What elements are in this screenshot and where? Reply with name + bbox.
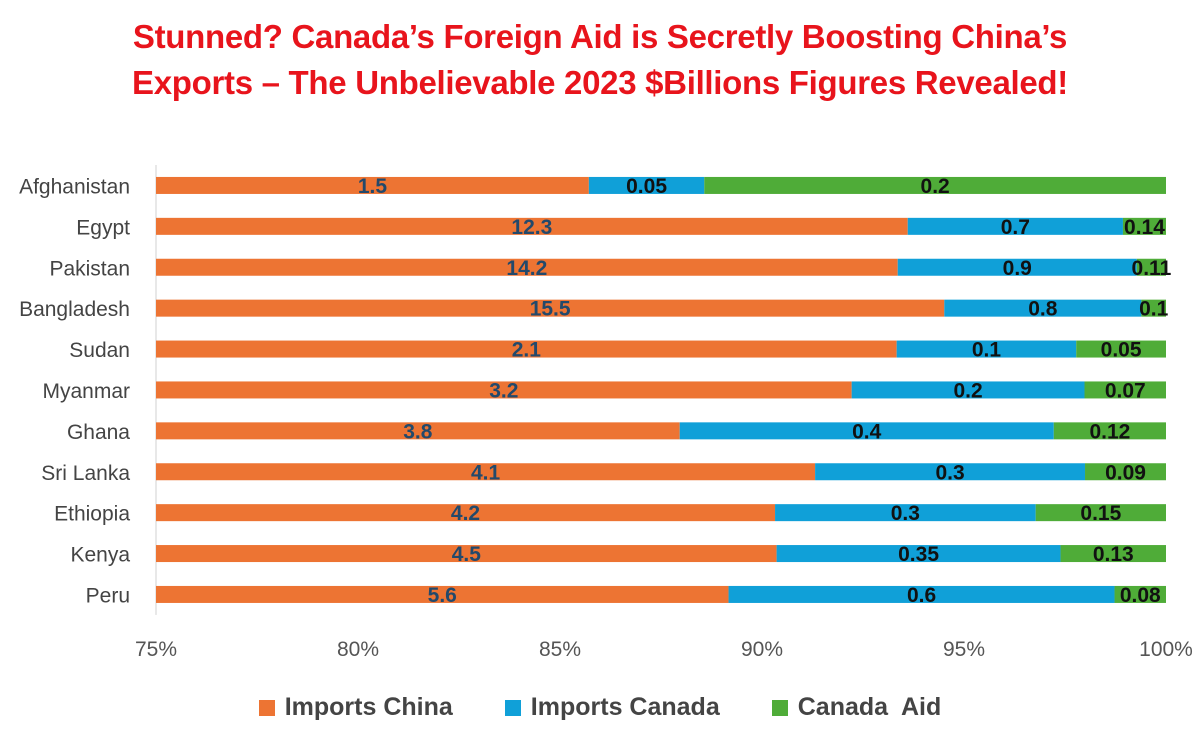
data-label: 0.12 [1089, 420, 1130, 443]
legend-swatch-canada [504, 699, 521, 716]
bar-segment [896, 340, 1077, 358]
bar-segment [1076, 340, 1166, 358]
chart-title-line-2: Exports – The Unbelievable 2023 $Billion… [132, 64, 1068, 101]
chart-title: Stunned? Canada’s Foreign Aid is Secretl… [0, 14, 1200, 106]
x-tick-label: 90% [741, 638, 783, 661]
data-label: 0.14 [1124, 216, 1165, 239]
x-tick-label: 100% [1139, 638, 1193, 661]
data-label: 0.8 [1028, 298, 1058, 321]
bar-segment [156, 504, 776, 522]
category-label: Bangladesh [19, 298, 130, 321]
legend-swatch-china [258, 699, 275, 716]
data-label: 0.3 [935, 461, 964, 484]
bar-segment [815, 463, 1086, 481]
data-label: 4.1 [471, 461, 501, 484]
bar-segment [1085, 463, 1166, 481]
data-label: 2.1 [512, 339, 542, 362]
chart-title-line-1: Stunned? Canada’s Foreign Aid is Secretl… [132, 18, 1068, 55]
bar-segment [156, 463, 816, 481]
bar-segment [156, 381, 852, 399]
bar-segment [728, 585, 1115, 603]
data-label: 14.2 [506, 257, 547, 280]
bar-segment [156, 585, 729, 603]
legend-item-imports-china[interactable]: Imports China [258, 693, 453, 722]
bar-segment [1114, 585, 1166, 603]
category-label: Afghanistan [19, 175, 130, 198]
bar-segment [1122, 217, 1166, 235]
data-label: 15.5 [530, 298, 571, 321]
data-label: 0.7 [1001, 216, 1030, 239]
data-label: 0.9 [1003, 257, 1032, 280]
data-label: 5.6 [428, 584, 457, 607]
category-label: Sri Lanka [41, 462, 130, 485]
bar-segment [851, 381, 1085, 399]
bar-segment [897, 258, 1137, 276]
bar-segment [156, 176, 589, 194]
bar-segment [704, 176, 1166, 194]
x-tick-label: 80% [337, 638, 379, 661]
data-label: 3.8 [403, 420, 433, 443]
data-label: 0.35 [898, 543, 939, 566]
data-label: 0.08 [1120, 584, 1161, 607]
legend-label-canada-aid: Canada Aid [797, 693, 942, 721]
bar-segment [156, 299, 945, 317]
category-label: Kenya [70, 544, 130, 567]
data-label: 0.09 [1105, 461, 1146, 484]
data-label: 0.2 [921, 175, 950, 198]
bar-segment [156, 422, 680, 440]
category-label: Pakistan [49, 257, 130, 280]
legend-label-imports-canada: Imports Canada [530, 693, 720, 721]
data-label: 0.4 [852, 420, 882, 443]
category-label: Egypt [76, 216, 130, 239]
legend-swatch-aid [771, 699, 788, 716]
data-label: 0.3 [891, 502, 920, 525]
category-label: Sudan [69, 339, 130, 362]
data-label: 12.3 [511, 216, 552, 239]
x-tick-label: 75% [135, 638, 177, 661]
data-label: 0.15 [1080, 502, 1121, 525]
bar-segment [156, 217, 908, 235]
data-label: 0.1 [1139, 298, 1169, 321]
bar-segment [1136, 258, 1166, 276]
data-label: 0.2 [953, 379, 982, 402]
bar-segment [1053, 422, 1166, 440]
legend-item-imports-canada[interactable]: Imports Canada [504, 693, 720, 722]
data-label: 0.13 [1093, 543, 1134, 566]
data-label: 0.6 [907, 584, 936, 607]
bar-segment [776, 545, 1061, 563]
data-label: 0.1 [972, 339, 1002, 362]
bar-segment [1084, 381, 1166, 399]
x-tick-label: 95% [943, 638, 985, 661]
bar-segment [907, 217, 1123, 235]
bar-segment [775, 504, 1036, 522]
bar-segment [1141, 299, 1166, 317]
category-label: Ethiopia [54, 503, 130, 526]
bar-segment [944, 299, 1142, 317]
bar-segment [679, 422, 1054, 440]
bar-segment [1060, 545, 1166, 563]
legend: Imports China Imports Canada Canada Aid [0, 693, 1200, 722]
data-label: 0.11 [1132, 257, 1172, 280]
data-label: 0.05 [1101, 339, 1142, 362]
data-label: 3.2 [489, 379, 518, 402]
bar-segment [156, 340, 897, 358]
stacked-bar-chart: Afghanistan 1.5 0.05 0.2 Egypt 12.3 0.7 0.14 Pak… [19, 165, 1193, 661]
bar-segment [1035, 504, 1166, 522]
x-tick-label: 85% [539, 638, 581, 661]
data-label: 1.5 [358, 175, 388, 198]
category-label: Myanmar [42, 380, 130, 403]
data-label: 4.5 [452, 543, 482, 566]
data-label: 0.07 [1105, 379, 1146, 402]
bar-segment [156, 258, 898, 276]
bar-segment [588, 176, 705, 194]
data-label: 0.05 [626, 175, 667, 198]
category-label: Ghana [67, 421, 130, 444]
legend-item-canada-aid[interactable]: Canada Aid [771, 693, 942, 722]
legend-label-imports-china: Imports China [284, 693, 453, 721]
category-label: Peru [86, 584, 130, 607]
data-label: 4.2 [451, 502, 480, 525]
bar-segment [156, 545, 777, 563]
